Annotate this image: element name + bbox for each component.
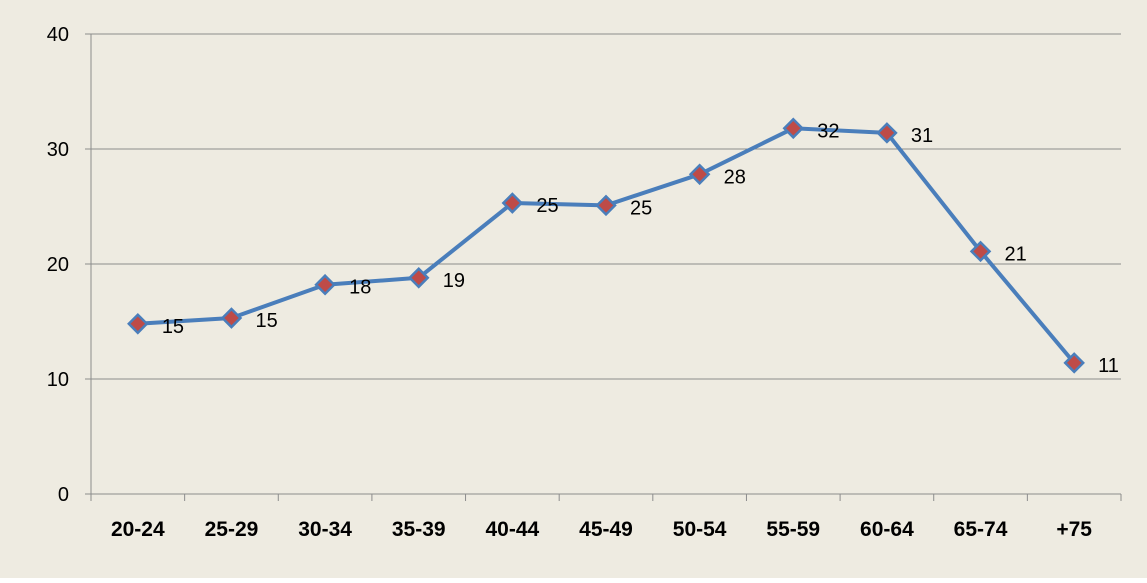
series-markers (127, 117, 1085, 374)
data-label-55-59: 32 (817, 120, 839, 142)
data-point-45-49 (595, 194, 617, 217)
data-label-30-34: 18 (349, 277, 371, 299)
data-label-35-39: 19 (443, 270, 465, 292)
y-tick-label-30: 30 (47, 139, 69, 161)
data-label-45-49: 25 (630, 197, 652, 219)
x-axis-ticks: 20-24 25-29 30-34 35-39 40-44 45-49 50-54 55-59… (90, 494, 1122, 541)
x-tick-label-50-54: 50-54 (673, 518, 727, 541)
data-point-50-54 (688, 163, 711, 186)
data-label-+75: 11 (1098, 355, 1119, 377)
x-tick-label-45-49: 45-49 (579, 518, 633, 541)
data-labels: 15 15 18 19 25 25 28 32 31 21 11 (162, 120, 1119, 377)
data-label-40-44: 25 (536, 195, 558, 217)
x-tick-label-65-74: 65-74 (954, 518, 1008, 541)
x-tick-label-60-64: 60-64 (860, 518, 914, 541)
y-axis-ticks: 0 10 20 30 40 (47, 24, 91, 506)
y-tick-label-10: 10 (47, 369, 69, 391)
data-point-35-39 (407, 267, 430, 289)
y-tick-label-20: 20 (47, 254, 69, 276)
data-label-50-54: 28 (724, 166, 746, 188)
data-label-20-24: 15 (162, 316, 184, 338)
data-point-30-34 (314, 273, 336, 296)
x-tick-label-35-39: 35-39 (392, 518, 446, 541)
data-point-60-64 (876, 122, 898, 144)
y-tick-label-0: 0 (58, 484, 69, 506)
data-label-25-29: 15 (255, 310, 277, 332)
x-tick-label-+75: +75 (1056, 518, 1092, 541)
x-tick-label-30-34: 30-34 (298, 518, 352, 541)
data-point-40-44 (501, 192, 524, 214)
data-point-20-24 (127, 313, 149, 335)
x-tick-label-25-29: 25-29 (205, 518, 259, 541)
x-tick-label-55-59: 55-59 (766, 518, 820, 541)
data-point-55-59 (782, 117, 805, 140)
data-label-60-64: 31 (911, 125, 933, 147)
gridlines (91, 33, 1121, 380)
data-point-65-74 (969, 240, 992, 263)
x-tick-label-20-24: 20-24 (111, 518, 165, 541)
x-tick-label-40-44: 40-44 (486, 518, 540, 541)
data-point-25-29 (220, 307, 243, 329)
y-tick-label-40: 40 (47, 24, 69, 46)
data-point-+75 (1063, 352, 1085, 374)
data-label-65-74: 21 (1005, 243, 1027, 265)
